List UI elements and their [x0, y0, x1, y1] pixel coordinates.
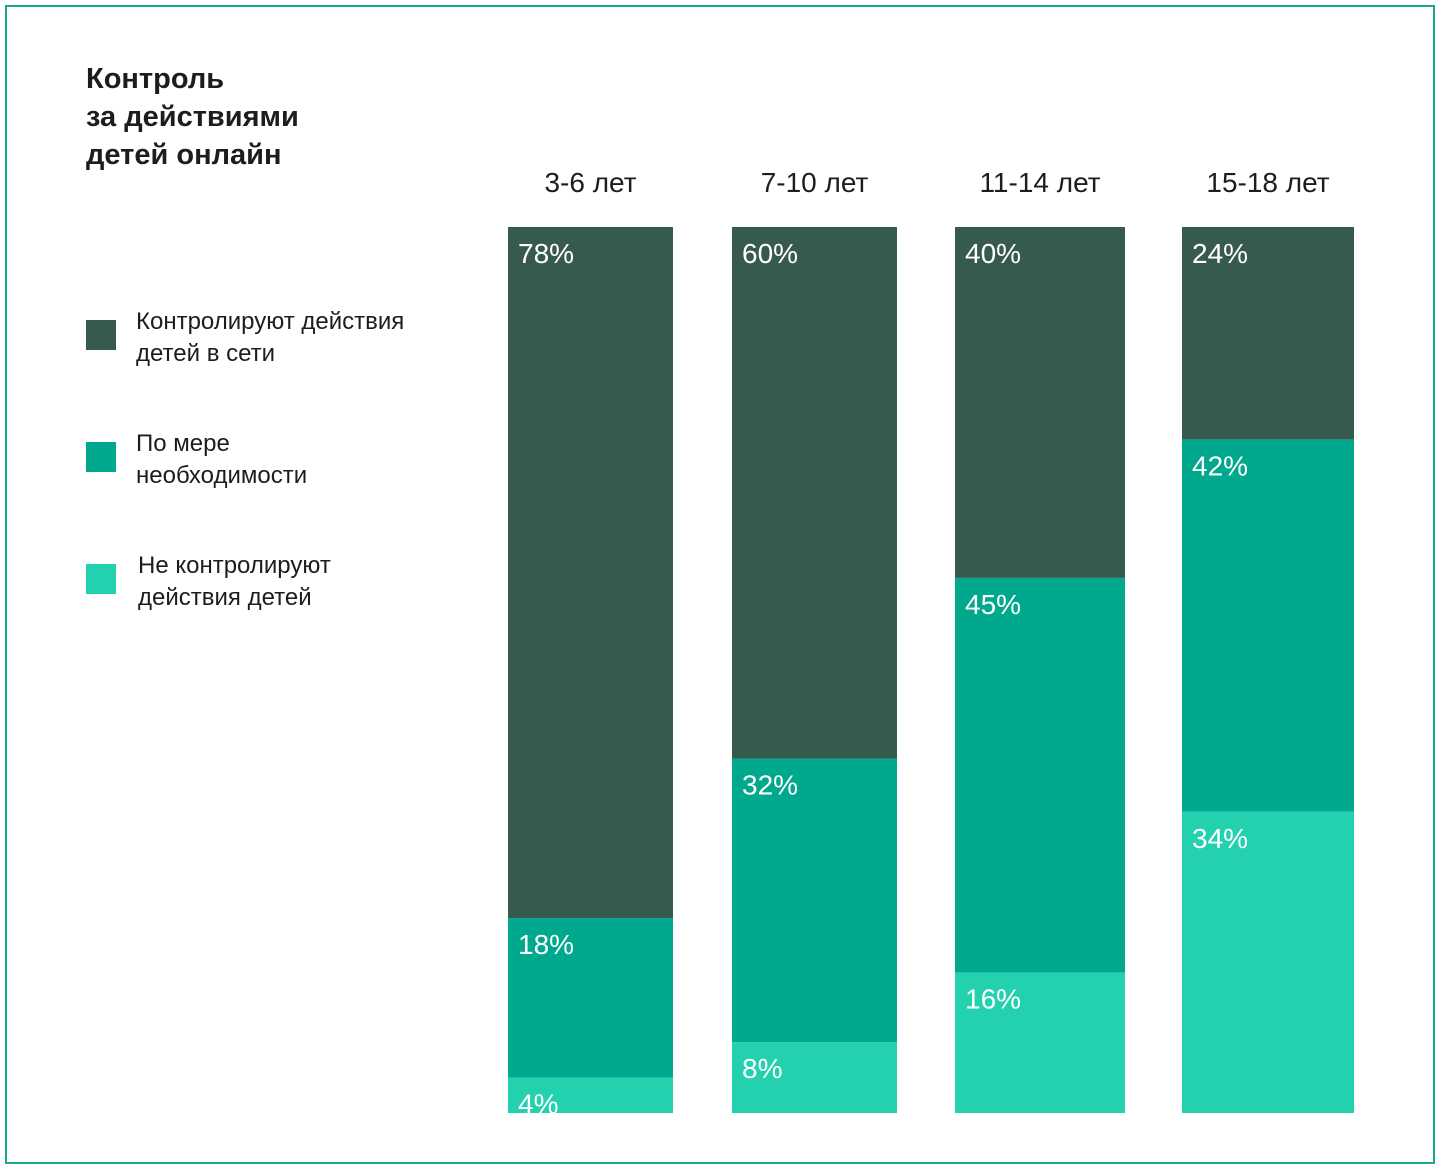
chart-frame — [5, 5, 1435, 1164]
bar-segment — [1182, 227, 1354, 440]
bar-value-label: 40% — [965, 238, 1021, 269]
legend-label-line: необходимости — [136, 462, 308, 489]
bar-value-label: 24% — [1192, 238, 1248, 269]
bar-value-label: 60% — [742, 238, 798, 269]
bar-value-label: 4% — [518, 1089, 558, 1120]
legend-label: По мере необходимости — [136, 428, 466, 492]
chart-title-line: Контроль — [86, 63, 225, 95]
chart-title-line: детей онлайн — [86, 139, 282, 171]
legend-label: Не контролируют действия детей — [138, 550, 468, 614]
category-label: 7-10 лет — [761, 167, 869, 198]
bar-segment — [955, 227, 1125, 578]
bar-segment — [955, 577, 1125, 973]
chart-title-line: за действиями — [86, 101, 299, 133]
bar-segment — [1182, 811, 1354, 1113]
bar-segment — [508, 227, 673, 919]
bar-segment — [508, 1077, 673, 1113]
legend-label: Контролируют действия детей в сети — [136, 306, 466, 370]
legend-label-line: действия детей — [138, 584, 312, 611]
bar-segment — [1182, 439, 1354, 812]
legend-label-line: По мере — [136, 430, 230, 457]
bar-segment — [732, 1042, 897, 1113]
category-label: 11-14 лет — [979, 167, 1100, 198]
bar-value-label: 8% — [742, 1053, 782, 1084]
bar-segment — [955, 972, 1125, 1113]
bar-segment — [732, 758, 897, 1043]
chart-title: Контроль за действиями детей онлайн — [86, 60, 406, 174]
bar-segment — [508, 918, 673, 1078]
bar-value-label: 32% — [742, 770, 798, 801]
bar-value-label: 45% — [965, 589, 1021, 620]
bar-value-label: 16% — [965, 984, 1021, 1015]
legend-label-line: Не контролируют — [138, 552, 331, 579]
category-label: 15-18 лет — [1206, 167, 1329, 198]
legend-label-line: Контролируют действия — [136, 308, 405, 335]
bar-value-label: 18% — [518, 929, 574, 960]
bar-value-label: 78% — [518, 238, 574, 269]
legend-swatch — [86, 320, 116, 350]
bar-value-label: 42% — [1192, 451, 1248, 482]
legend-swatch — [86, 564, 116, 594]
bar-segment — [732, 227, 897, 759]
category-label: 3-6 лет — [544, 167, 636, 198]
legend-label-line: детей в сети — [136, 340, 276, 367]
legend-swatch — [86, 442, 116, 472]
bar-value-label: 34% — [1192, 823, 1248, 854]
